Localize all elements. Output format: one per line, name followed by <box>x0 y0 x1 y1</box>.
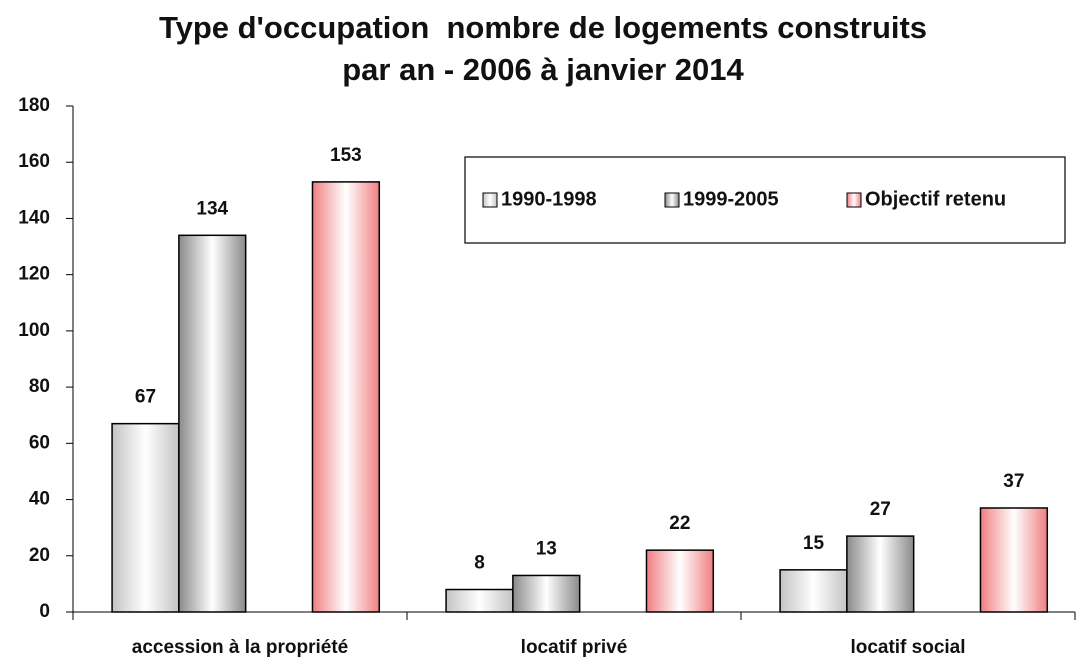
bar <box>645 549 715 613</box>
y-tick-label: 140 <box>18 207 50 228</box>
y-tick-label: 0 <box>39 601 50 622</box>
data-label: 13 <box>536 538 557 559</box>
legend-swatch <box>664 192 680 208</box>
chart-title: Type d'occupation nombre de logements co… <box>159 10 927 45</box>
legend: 1990-1998 1999-2005 Objectif retenu <box>464 156 1066 244</box>
y-tick-label: 40 <box>29 489 50 510</box>
data-label: 37 <box>1003 471 1024 492</box>
bar <box>445 588 514 613</box>
data-label: 22 <box>669 513 690 534</box>
legend-label: Objectif retenu <box>865 188 1006 210</box>
legend-swatch <box>846 192 862 208</box>
data-label: 15 <box>803 533 825 554</box>
bar <box>779 569 848 613</box>
legend-label: 1990-1998 <box>501 188 597 210</box>
bar <box>178 234 247 613</box>
data-label: 27 <box>870 499 891 520</box>
y-tick-label: 160 <box>18 151 50 172</box>
bar <box>311 181 381 613</box>
x-tick-label: locatif social <box>850 637 965 658</box>
legend-label: 1999-2005 <box>683 188 779 210</box>
bar <box>846 535 915 613</box>
x-tick-label: accession à la propriété <box>132 637 349 658</box>
legend-swatch <box>482 192 498 208</box>
data-label: 67 <box>135 387 156 408</box>
bar <box>111 422 180 613</box>
bar <box>979 507 1049 613</box>
y-tick-label: 100 <box>18 320 50 341</box>
bar <box>512 574 581 613</box>
x-tick-label: locatif privé <box>521 637 628 658</box>
data-label: 134 <box>196 198 228 219</box>
y-tick-label: 120 <box>18 264 50 285</box>
chart-title: par an - 2006 à janvier 2014 <box>342 52 744 87</box>
y-tick-label: 20 <box>29 545 50 566</box>
data-label: 153 <box>330 145 362 166</box>
y-tick-label: 180 <box>18 95 50 116</box>
y-tick-label: 80 <box>29 376 50 397</box>
y-tick-label: 60 <box>29 432 50 453</box>
legend-box <box>464 156 1066 244</box>
data-label: 8 <box>474 553 485 574</box>
